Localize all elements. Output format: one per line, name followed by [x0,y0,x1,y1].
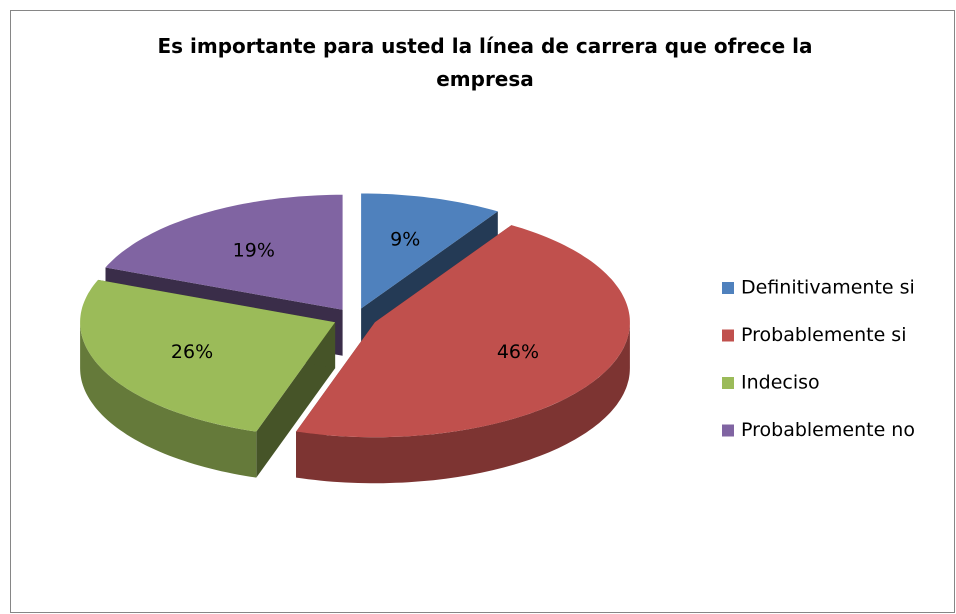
data-label: 46% [497,341,539,363]
slice [105,194,343,310]
chart-title: Es importante para usted la línea de car… [157,34,813,91]
legend-label: Indeciso [741,372,820,394]
slice-wall [80,322,257,478]
legend-swatch [722,329,734,342]
legend-label: Definitivamente si [741,277,915,299]
data-label: 19% [233,239,275,261]
slice [361,193,498,309]
data-label: 9% [390,229,420,251]
legend-label: Probablemente si [741,324,906,346]
slice [80,279,336,432]
legend-label: Probablemente no [741,419,915,441]
legend-swatch [722,424,734,437]
legend-swatch [722,377,734,389]
slice [296,225,630,438]
legend-swatch [722,282,734,294]
data-label: 26% [171,341,213,363]
slice-wall [296,322,630,484]
